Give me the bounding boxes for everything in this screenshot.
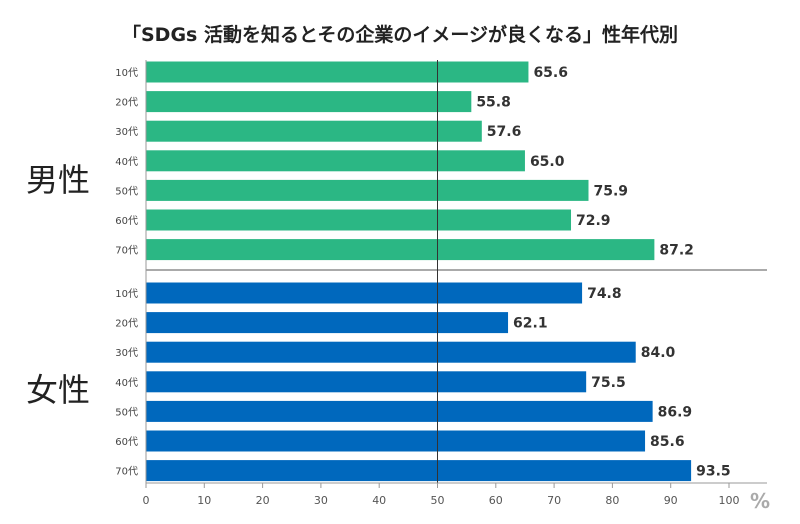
data-label: 86.9	[658, 404, 693, 420]
category-label: 40代	[115, 156, 138, 168]
x-tick-label: 100	[719, 494, 740, 507]
category-label: 30代	[115, 347, 138, 359]
data-label: 65.0	[530, 154, 565, 170]
category-label: 10代	[115, 288, 138, 300]
data-label: 87.2	[659, 243, 694, 259]
x-tick-label: 70	[547, 494, 561, 507]
data-label: 75.5	[591, 375, 626, 391]
data-label: 65.6	[533, 65, 568, 81]
category-label: 60代	[115, 436, 138, 448]
category-label: 50代	[115, 406, 138, 418]
data-label: 93.5	[696, 464, 731, 480]
data-label: 84.0	[641, 345, 676, 361]
x-tick-label: 80	[605, 494, 619, 507]
data-label: 62.1	[513, 316, 548, 332]
bar	[146, 120, 482, 142]
category-label: 60代	[115, 215, 138, 227]
data-label: 75.9	[593, 183, 628, 199]
x-tick-label: 90	[664, 494, 678, 507]
bar	[146, 209, 572, 231]
group-label-female: 女性	[26, 371, 91, 409]
data-label: 74.8	[587, 286, 622, 302]
category-label: 10代	[115, 67, 138, 79]
bar	[146, 150, 525, 172]
bar	[146, 282, 583, 304]
x-tick-label: 30	[314, 494, 328, 507]
chart-title: 「SDGs 活動を知るとその企業のイメージが良くなる」性年代別	[121, 24, 679, 46]
data-label: 55.8	[476, 95, 511, 111]
bar	[146, 239, 655, 261]
category-label: 50代	[115, 185, 138, 197]
bar	[146, 91, 472, 113]
x-tick-label: 40	[372, 494, 386, 507]
x-tick-label: 20	[256, 494, 270, 507]
x-tick-label: 60	[489, 494, 503, 507]
bar	[146, 430, 646, 452]
category-label: 30代	[115, 126, 138, 138]
x-tick-label: 10	[197, 494, 211, 507]
group-label-male: 男性	[26, 161, 91, 199]
category-label: 20代	[115, 97, 138, 109]
data-label: 72.9	[576, 213, 611, 229]
bar	[146, 460, 692, 482]
unit-label: %	[750, 489, 770, 513]
x-tick-label: 0	[143, 494, 150, 507]
category-label: 70代	[115, 466, 138, 478]
bar	[146, 179, 589, 201]
x-tick-label: 50	[431, 494, 445, 507]
data-label: 57.6	[487, 124, 522, 140]
category-label: 20代	[115, 318, 138, 330]
bar	[146, 61, 529, 83]
data-label: 85.6	[650, 434, 685, 450]
bar	[146, 341, 636, 363]
bar	[146, 371, 587, 393]
category-label: 70代	[115, 245, 138, 257]
bar	[146, 312, 509, 334]
bar	[146, 400, 653, 422]
category-label: 40代	[115, 377, 138, 389]
